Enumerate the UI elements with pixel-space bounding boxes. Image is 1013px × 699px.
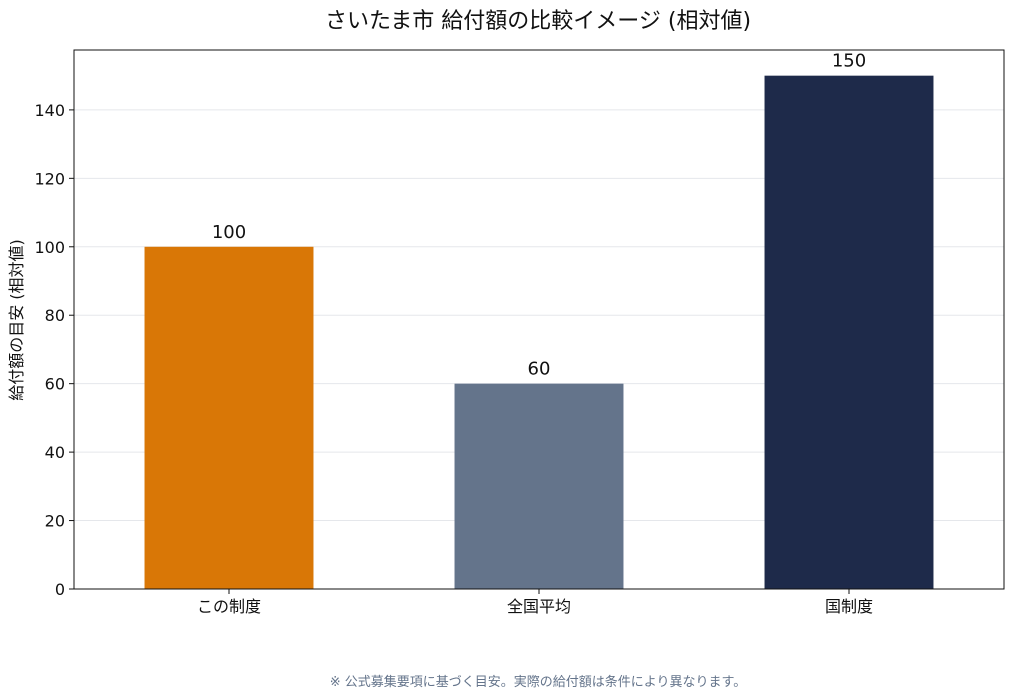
y-tick-label: 20 [45,512,65,531]
y-tick-label: 40 [45,443,65,462]
x-tick-label: 国制度 [825,597,873,616]
y-tick-label: 120 [34,169,65,188]
footnote: ※ 公式募集要項に基づく目安。実際の給付額は条件により異なります。 [330,674,746,690]
y-axis: 0 20 40 60 80 100 120 140 [34,101,74,599]
x-tick-label: 全国平均 [507,597,571,616]
bar [144,246,314,589]
y-tick-label: 60 [45,375,65,394]
bar-value-label: 100 [212,222,246,243]
y-tick-label: 80 [45,306,65,325]
bar-value-label: 60 [528,359,551,380]
bar [764,75,934,589]
bar [454,383,624,589]
chart-title: さいたま市 給付額の比較イメージ (相対値) [325,9,751,34]
value-labels-layer: 100 60 150 [212,51,866,380]
x-axis: この制度 全国平均 国制度 [197,589,873,616]
y-axis-label: 給付額の目安 (相対値) [7,239,26,401]
y-tick-label: 140 [34,101,65,120]
bar-value-label: 150 [832,51,866,72]
plot-area-frame [73,49,1005,590]
bars-layer [144,75,934,589]
x-tick-label: この制度 [197,597,261,616]
y-tick-label: 0 [55,580,65,599]
y-tick-label: 100 [34,238,65,257]
